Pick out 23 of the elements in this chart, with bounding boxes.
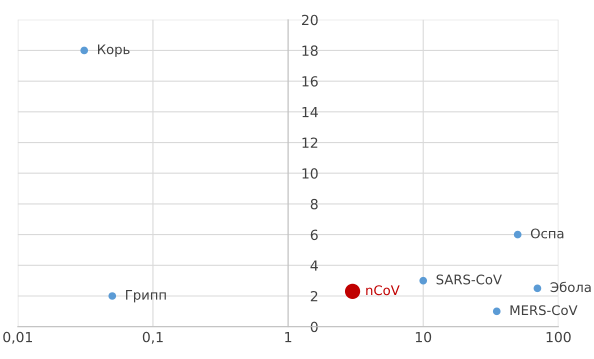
x-tick-label: 0,01	[3, 332, 32, 344]
y-tick-label: 12	[302, 137, 318, 148]
x-tick-label: 1	[285, 332, 292, 342]
annotation: Оспа	[530, 228, 564, 238]
annotation: Корь	[98, 44, 130, 57]
x-tick-label: 100	[546, 332, 571, 342]
y-tick-label: 0	[310, 322, 318, 332]
annotation: SARS-CoV	[436, 274, 502, 284]
y-tick-label: 16	[302, 76, 318, 87]
y-tick-label: 2	[310, 290, 318, 302]
y-tick-label: 4	[310, 260, 318, 271]
y-tick-label: 20	[302, 14, 318, 26]
annotation: Эбола	[550, 282, 591, 292]
y-tick-label: 6	[310, 230, 318, 240]
y-tick-label: 8	[310, 198, 318, 210]
annotation: nCoV	[366, 285, 400, 296]
annotation: MERS-CoV	[510, 305, 578, 316]
annotation: Грипп	[126, 290, 166, 302]
y-tick-label: 10	[302, 168, 318, 179]
x-tick-label: 10	[416, 332, 432, 342]
x-tick-label: 0,1	[142, 332, 163, 344]
y-tick-label: 14	[302, 106, 318, 118]
y-tick-label: 18	[302, 45, 318, 56]
